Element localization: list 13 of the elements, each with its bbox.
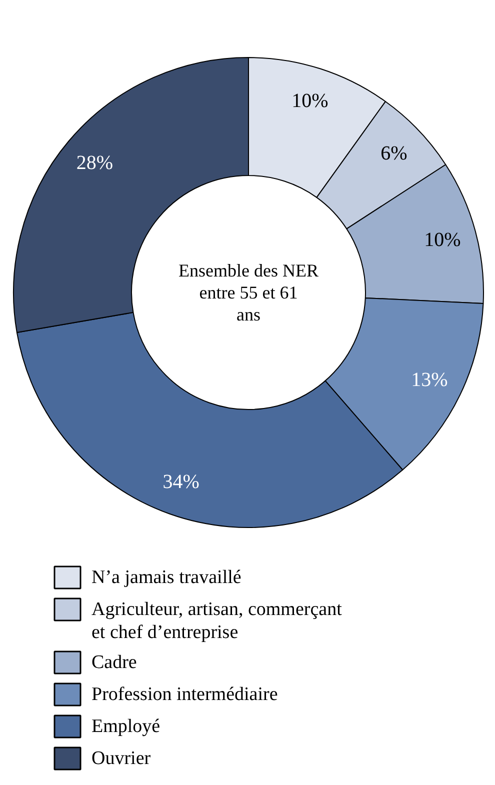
data-label: 10% <box>292 90 328 112</box>
data-label: 10% <box>424 228 461 251</box>
text: Ensemble des NER entre 55 et 61 ans <box>178 260 318 324</box>
legend-label: Cadre <box>92 652 137 673</box>
legend-label: Ouvrier <box>92 748 152 769</box>
legend-label: N’a jamais travaillé <box>92 567 242 588</box>
data-label: 13% <box>411 369 448 392</box>
data-label: 28% <box>76 152 114 174</box>
data-label: 34% <box>162 470 200 493</box>
data-label: 6% <box>380 142 408 165</box>
legend-label: Employé <box>92 716 160 737</box>
legend-label: Profession intermédiaire <box>92 684 278 705</box>
legend-label: Agriculteur, artisan, commerçant et chef d’entreprise <box>92 599 343 643</box>
